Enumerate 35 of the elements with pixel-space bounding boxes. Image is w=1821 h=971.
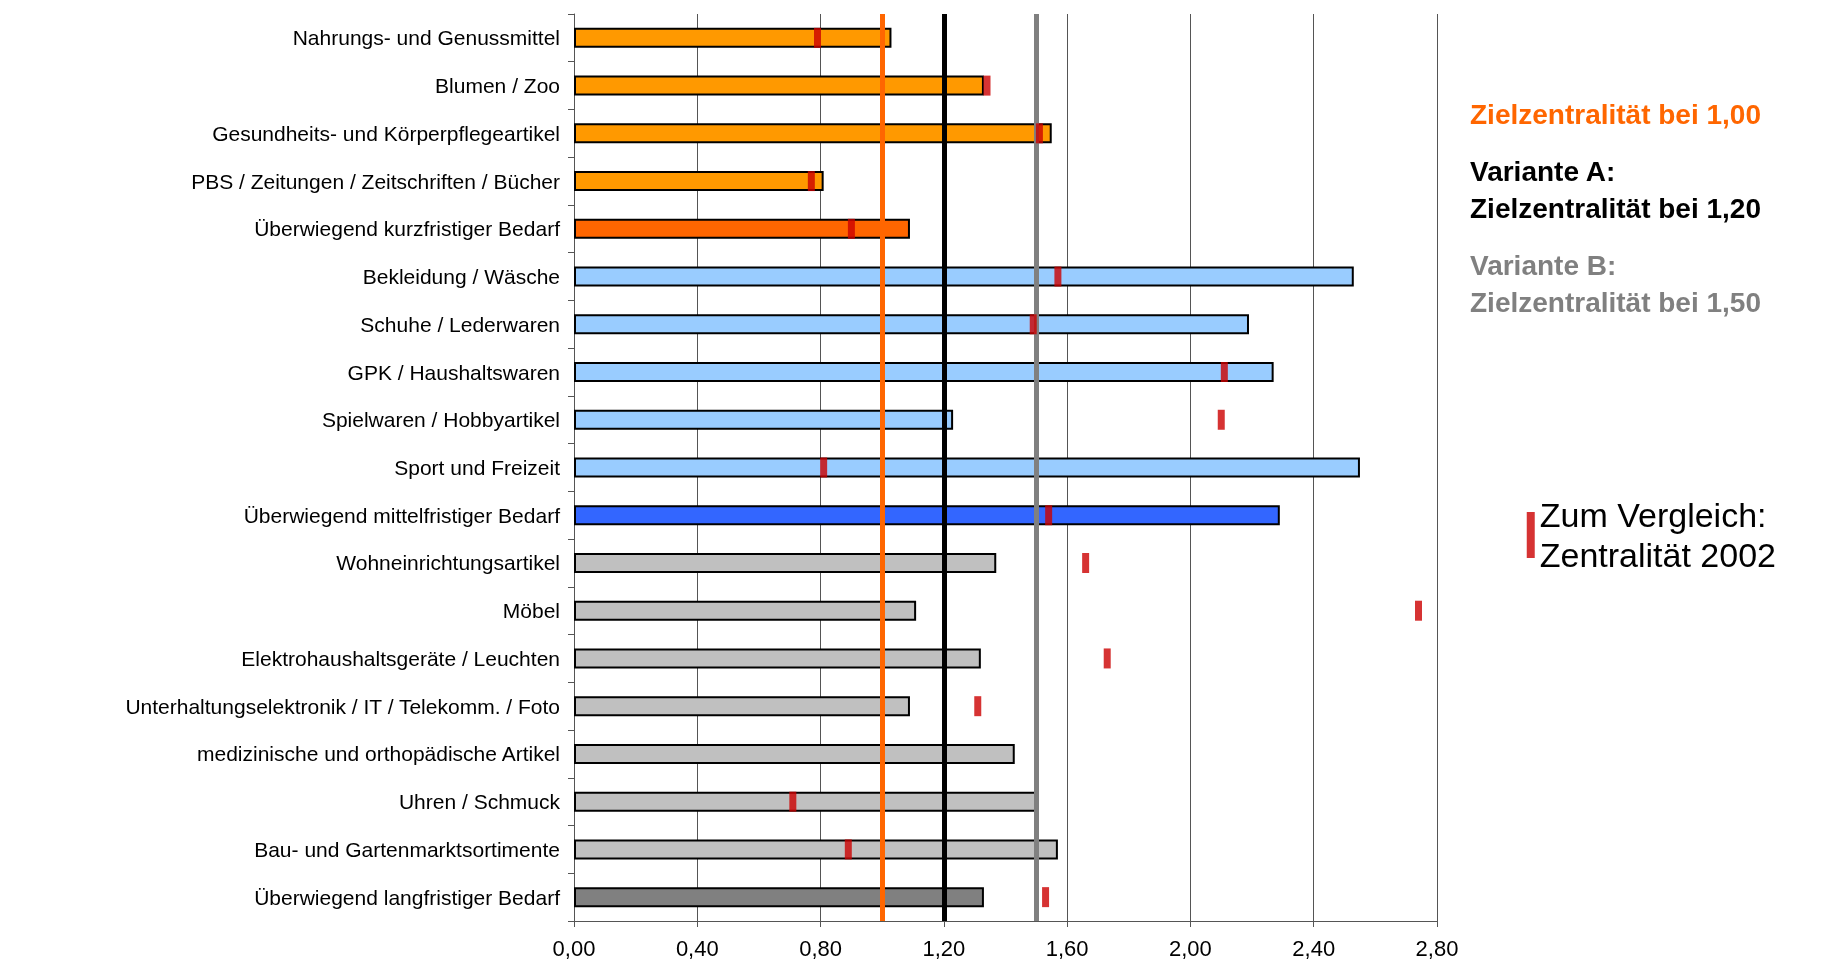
- y-tick-label: Unterhaltungselektronik / IT / Telekomm. / Foto: [125, 694, 560, 718]
- y-tick-label: Uhren / Schmuck: [398, 790, 561, 814]
- y-tick-label: Überwiegend kurzfristiger Bedarf: [254, 217, 561, 241]
- y-tick-label: Überwiegend langfristiger Bedarf: [254, 885, 561, 909]
- bar: [574, 171, 824, 192]
- bar: [574, 696, 910, 717]
- y-tick-label: Schuhe / Lederwaren: [360, 312, 560, 336]
- y-tick-label: Überwiegend mittelfristiger Bedarf: [243, 503, 561, 527]
- legend-label: Zum Vergleich: Zentralität 2002: [1539, 496, 1777, 574]
- x-tick-label: 0,00: [552, 935, 596, 961]
- x-tick-label: 1,60: [1045, 935, 1089, 961]
- ref-line-label: Variante A: Zielzentralität bei 1,20: [1470, 156, 1761, 224]
- y-tick-label: Bau- und Gartenmarktsortimente: [254, 837, 560, 861]
- x-tick-label: 0,80: [799, 935, 842, 961]
- x-tick-label: 2,40: [1292, 935, 1336, 961]
- y-tick-label: Spielwaren / Hobbyartikel: [321, 408, 560, 432]
- y-tick-label: Elektrohaushaltsgeräte / Leuchten: [241, 646, 560, 670]
- ref-line-label: Variante B: Zielzentralität bei 1,50: [1470, 250, 1761, 318]
- y-tick-label: Wohneinrichtungsartikel: [336, 551, 560, 575]
- y-tick-label: GPK / Haushaltswaren: [347, 360, 560, 384]
- y-tick-label: Möbel: [502, 599, 560, 623]
- y-tick-label: medizinische und orthopädische Artikel: [196, 742, 560, 766]
- y-tick-label: Bekleidung / Wäsche: [362, 265, 560, 289]
- y-tick-label: Blumen / Zoo: [435, 74, 560, 98]
- x-tick-label: 2,80: [1415, 935, 1459, 961]
- bar: [574, 600, 917, 621]
- x-tick-label: 2,00: [1169, 935, 1212, 961]
- x-tick-label: 0,40: [675, 935, 719, 961]
- ref-line-label: Zielzentralität bei 1,00: [1470, 99, 1761, 130]
- y-tick-label: PBS / Zeitungen / Zeitschriften / Bücher: [191, 169, 561, 193]
- y-tick-label: Sport und Freizeit: [394, 456, 561, 479]
- x-tick-label: 1,20: [922, 935, 966, 961]
- bar: [574, 27, 892, 48]
- y-tick-label: Gesundheits- und Körperpflegeartikel: [212, 121, 560, 145]
- y-tick-label: Nahrungs- und Genussmittel: [292, 26, 560, 50]
